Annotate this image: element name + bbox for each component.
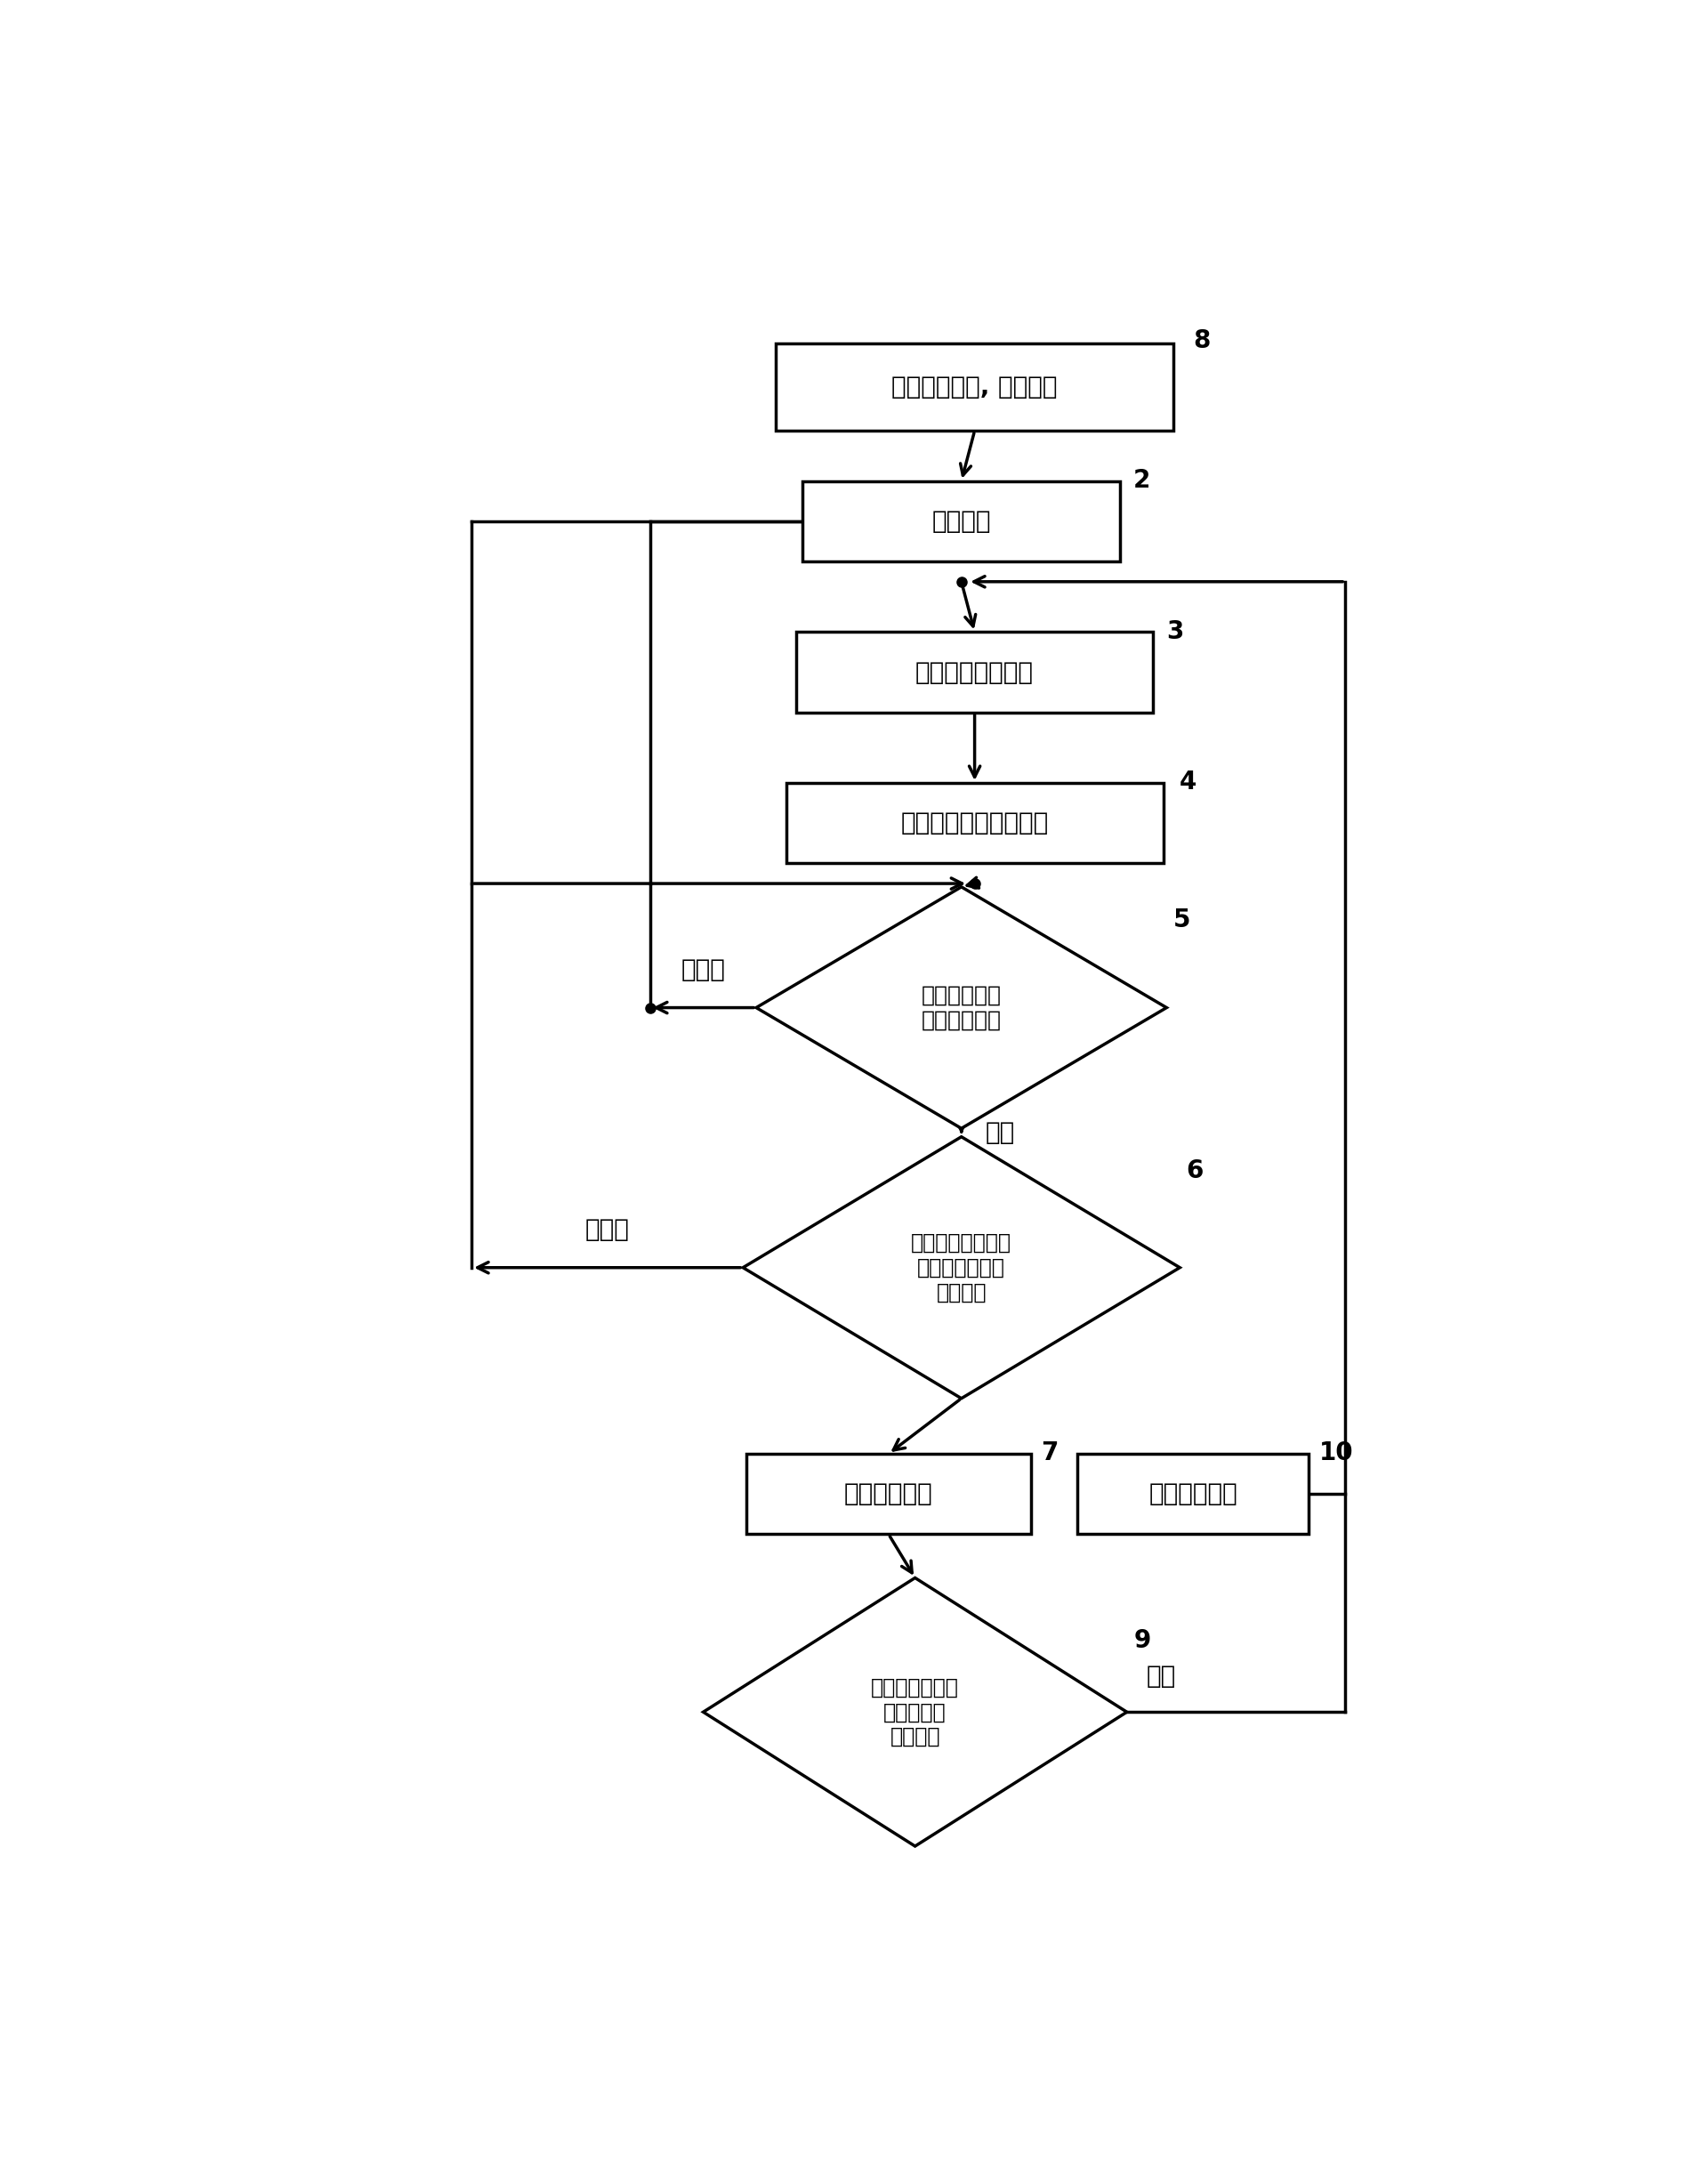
FancyBboxPatch shape — [786, 782, 1163, 862]
Polygon shape — [757, 886, 1167, 1128]
FancyBboxPatch shape — [803, 481, 1120, 562]
Text: 大于: 大于 — [986, 1119, 1015, 1146]
Polygon shape — [704, 1577, 1127, 1847]
FancyBboxPatch shape — [775, 344, 1173, 431]
Text: 2: 2 — [1134, 468, 1151, 492]
Text: 4: 4 — [1180, 769, 1197, 795]
Text: 改变温度步长: 改变温度步长 — [1149, 1481, 1237, 1507]
Text: 取校正值校正: 取校正值校正 — [844, 1481, 933, 1507]
FancyBboxPatch shape — [1078, 1453, 1308, 1533]
Text: 6: 6 — [1187, 1159, 1204, 1183]
FancyBboxPatch shape — [746, 1453, 1032, 1533]
Text: 3: 3 — [1167, 619, 1184, 645]
Text: 9: 9 — [1134, 1629, 1151, 1653]
FancyBboxPatch shape — [796, 632, 1153, 712]
Text: 同步请求: 同步请求 — [933, 510, 991, 534]
Text: 7: 7 — [1040, 1440, 1057, 1466]
Text: 8: 8 — [1192, 329, 1211, 353]
Text: 校正后的频率值
是否超出了
同步精度: 校正后的频率值 是否超出了 同步精度 — [871, 1677, 958, 1747]
Text: 5: 5 — [1173, 908, 1190, 932]
Text: 记录环境温度、校正值: 记录环境温度、校正值 — [900, 810, 1049, 836]
Text: 超出: 超出 — [1146, 1664, 1177, 1688]
Polygon shape — [743, 1137, 1180, 1398]
Text: 不大于: 不大于 — [681, 958, 726, 982]
Text: 设定温度步长, 同步精度: 设定温度步长, 同步精度 — [892, 375, 1057, 399]
Text: 不存在: 不存在 — [586, 1218, 630, 1241]
Text: 根据当前温度寻找
已记录的校正值
是否存在: 根据当前温度寻找 已记录的校正值 是否存在 — [910, 1233, 1011, 1302]
Text: 当前温度变化
是否大于步长: 当前温度变化 是否大于步长 — [921, 984, 1001, 1030]
Text: 10: 10 — [1319, 1440, 1353, 1466]
Text: 节点同步频率校正: 节点同步频率校正 — [915, 660, 1033, 684]
